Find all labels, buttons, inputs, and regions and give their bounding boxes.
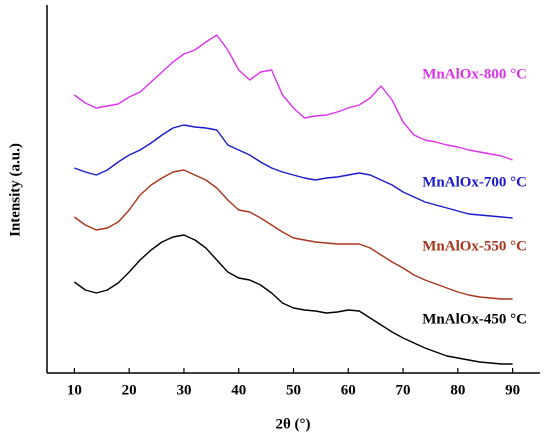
x-axis-title: 2θ (°)	[275, 416, 310, 432]
x-tick-label: 70	[396, 382, 411, 398]
series-label: MnAlOx-550 °C	[422, 238, 527, 254]
x-tick-label: 50	[286, 382, 301, 398]
series-line	[73, 234, 513, 365]
x-tick-label: 10	[67, 382, 82, 398]
x-tick-label: 80	[450, 382, 465, 398]
series-line	[73, 34, 513, 161]
x-tick-label: 30	[176, 382, 191, 398]
series-line	[73, 169, 513, 300]
x-tick-label: 40	[231, 382, 246, 398]
x-tick-label: 90	[505, 382, 520, 398]
series-label: MnAlOx-800 °C	[422, 66, 527, 82]
series-label: MnAlOx-700 °C	[422, 174, 527, 190]
x-tick-label: 60	[341, 382, 356, 398]
series-line	[74, 124, 513, 219]
x-tick-label: 20	[122, 382, 137, 398]
series-label: MnAlOx-450 °C	[422, 311, 527, 327]
y-axis-title: Intensity (a.u.)	[7, 143, 23, 237]
